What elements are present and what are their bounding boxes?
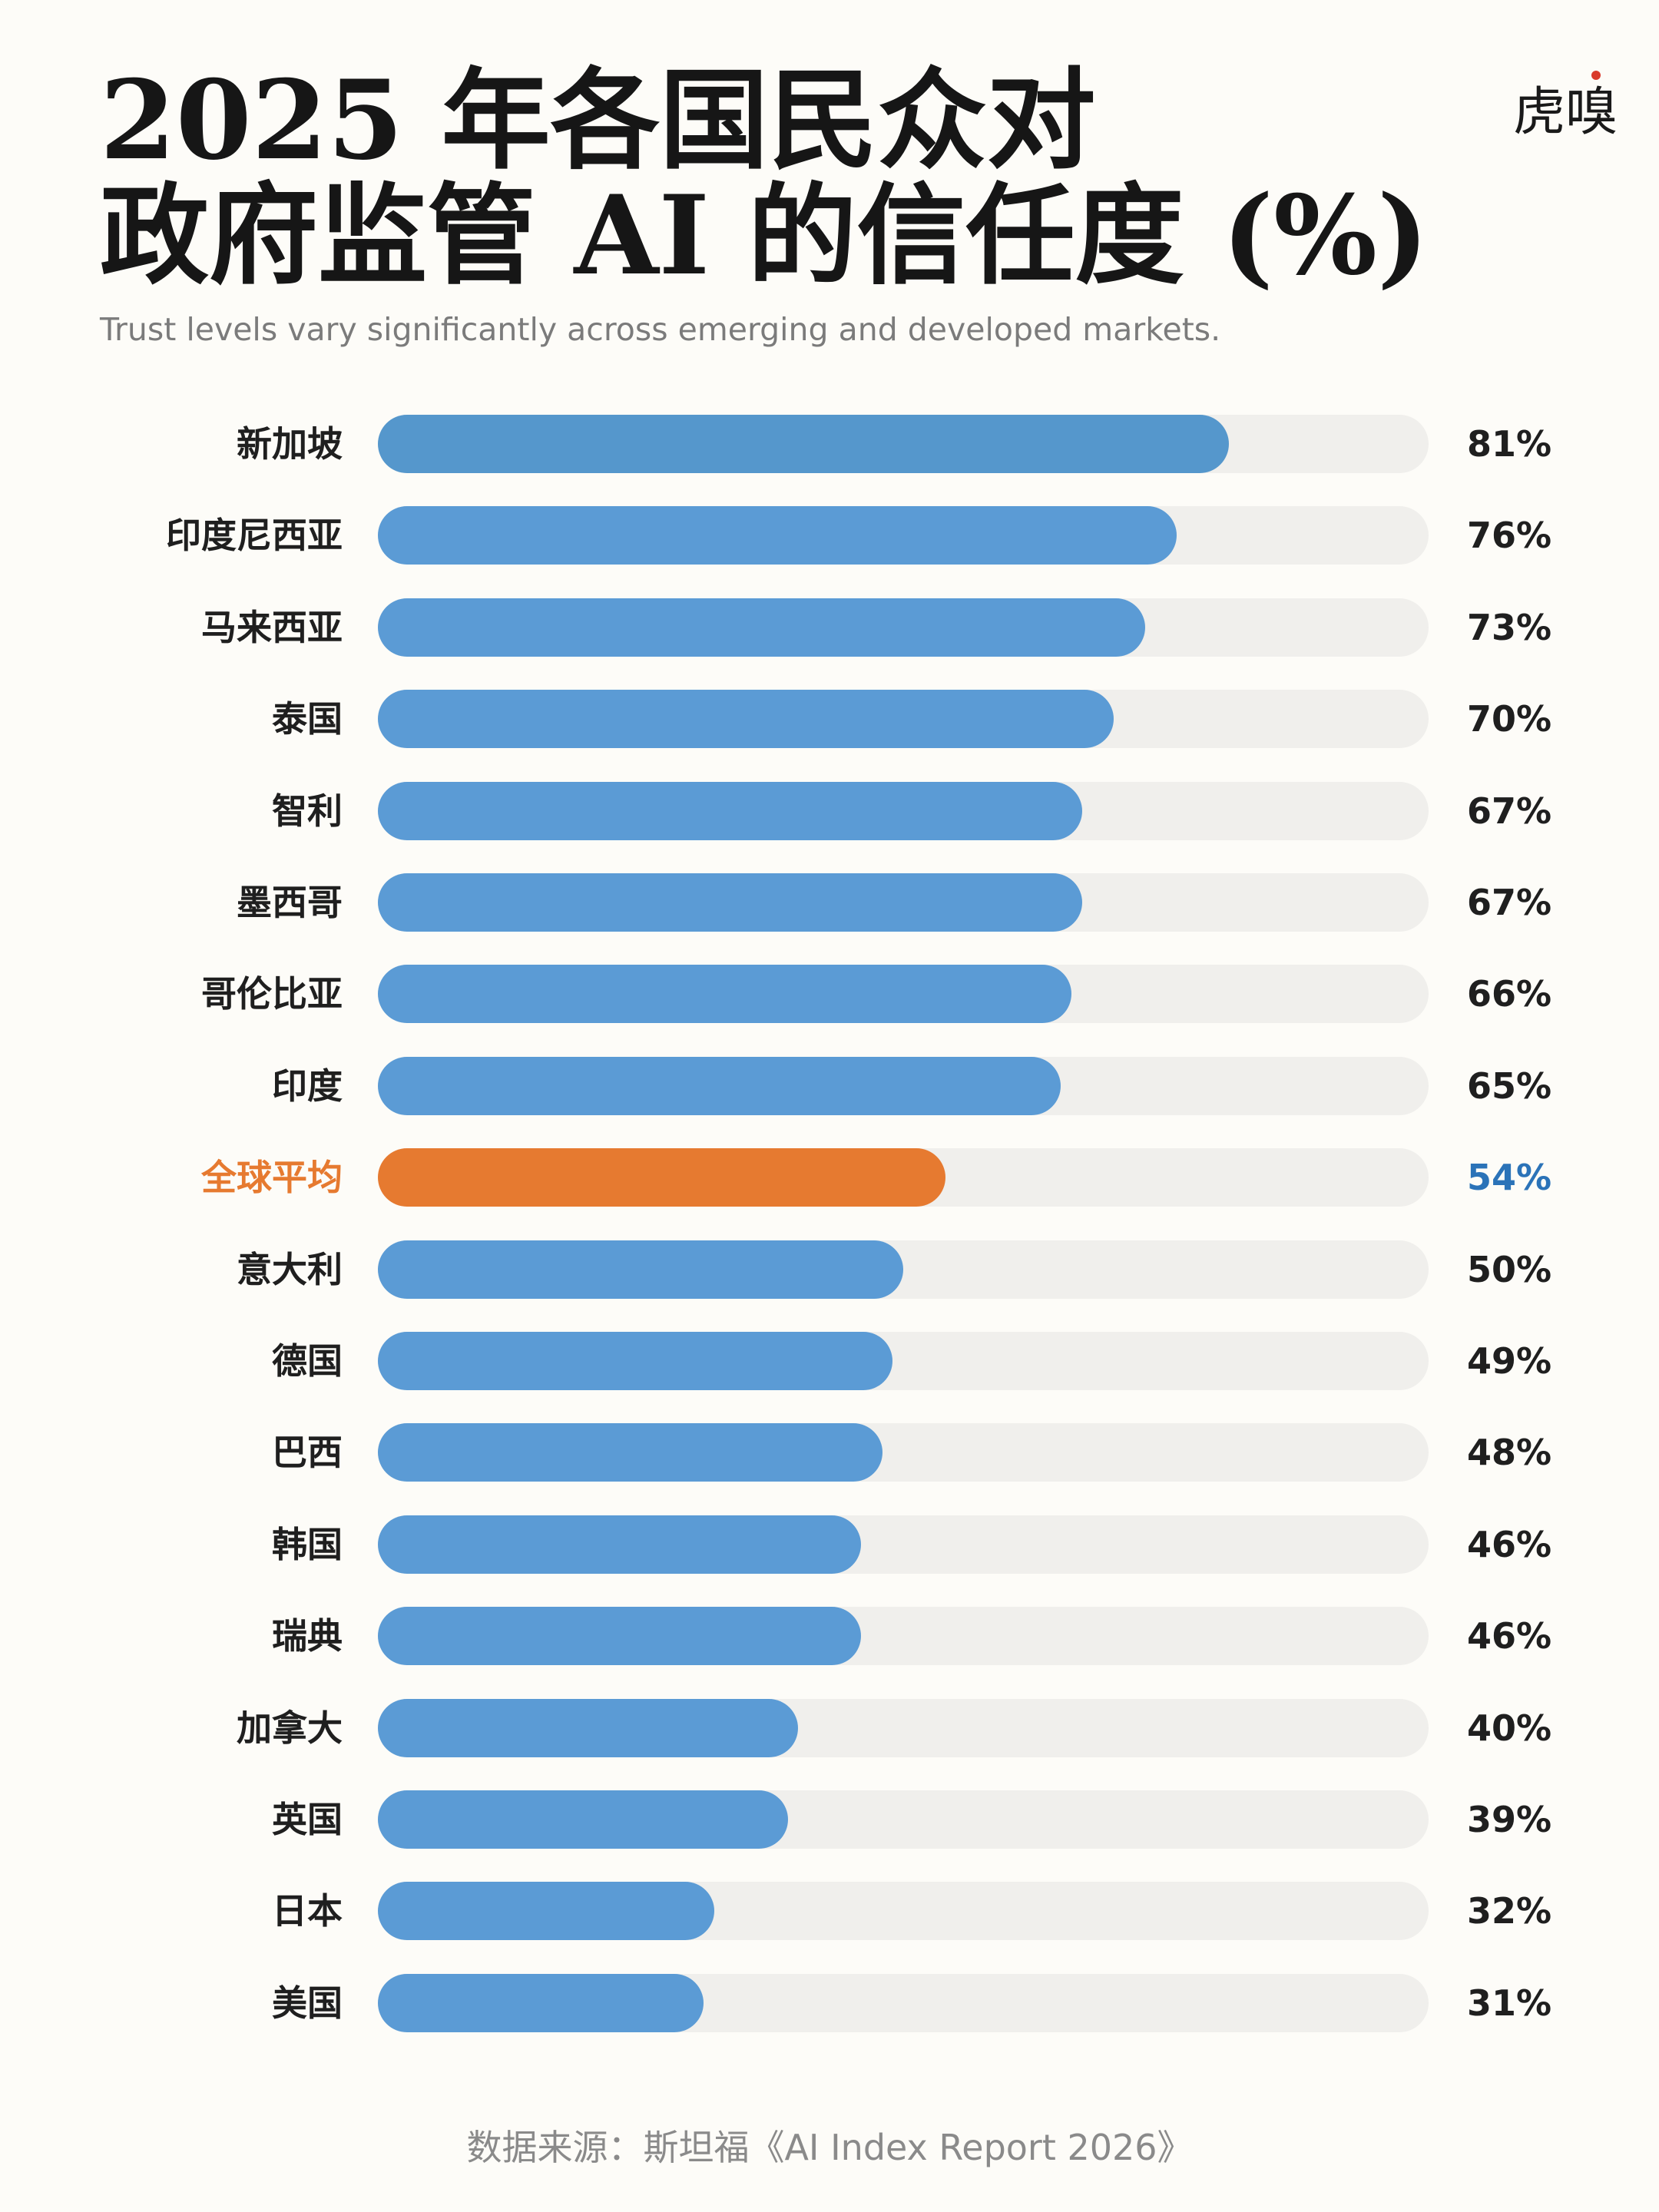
bar	[378, 782, 1082, 840]
value-label: 70%	[1467, 698, 1552, 740]
bar	[378, 1515, 862, 1574]
value-label: 50%	[1467, 1249, 1552, 1290]
bar	[378, 1057, 1061, 1115]
category-label: 马来西亚	[201, 607, 343, 648]
category-label: 日本	[272, 1890, 343, 1932]
value-label: 67%	[1467, 790, 1552, 832]
bar	[378, 1790, 788, 1849]
category-label: 墨西哥	[237, 882, 343, 923]
category-label: 英国	[272, 1799, 343, 1840]
source-note: 数据来源：斯坦福《AI Index Report 2026》	[466, 2127, 1193, 2168]
category-label: 巴西	[272, 1432, 343, 1473]
category-label: 印度	[272, 1065, 343, 1107]
brand-logo-dot	[1591, 71, 1601, 80]
bar	[378, 690, 1114, 748]
category-label: 加拿大	[237, 1707, 343, 1749]
bar	[378, 598, 1145, 657]
bar	[378, 1699, 799, 1757]
value-label: 49%	[1467, 1340, 1552, 1382]
bar	[378, 1423, 882, 1482]
chart-subtitle: Trust levels vary significantly across e…	[100, 311, 1221, 348]
brand-logo: 虎嗅	[1513, 69, 1618, 146]
bar	[378, 1240, 903, 1299]
value-label: 66%	[1467, 973, 1552, 1015]
value-label: 81%	[1467, 423, 1552, 465]
bar	[378, 1332, 893, 1390]
value-label: 39%	[1467, 1799, 1552, 1840]
value-label: 31%	[1467, 1982, 1552, 2024]
value-label: 46%	[1467, 1524, 1552, 1565]
bar	[378, 506, 1177, 565]
category-label: 新加坡	[237, 423, 343, 465]
bar	[378, 873, 1082, 932]
category-label: 韩国	[272, 1524, 343, 1565]
value-label: 32%	[1467, 1890, 1552, 1932]
category-label: 意大利	[237, 1249, 343, 1290]
bar	[378, 1148, 945, 1207]
category-label: 全球平均	[201, 1157, 343, 1198]
value-label: 48%	[1467, 1432, 1552, 1473]
category-label: 智利	[272, 790, 343, 832]
value-label: 54%	[1467, 1157, 1552, 1198]
chart-title-line-1: 2025 年各国民众对	[100, 57, 1096, 184]
category-label: 美国	[272, 1982, 343, 2024]
category-label: 泰国	[272, 698, 343, 740]
bar	[378, 1974, 704, 2032]
value-label: 76%	[1467, 515, 1552, 556]
bar	[378, 1882, 714, 1940]
value-label: 40%	[1467, 1707, 1552, 1749]
value-label: 46%	[1467, 1615, 1552, 1657]
value-label: 65%	[1467, 1065, 1552, 1107]
category-label: 瑞典	[272, 1615, 343, 1657]
chart-title-line-2: 政府监管 AI 的信任度 (%)	[100, 172, 1429, 300]
category-label: 哥伦比亚	[201, 973, 343, 1015]
chart-title: 2025 年各国民众对 政府监管 AI 的信任度 (%)	[100, 57, 1429, 300]
value-label: 67%	[1467, 882, 1552, 923]
category-label: 德国	[272, 1340, 343, 1382]
category-label: 印度尼西亚	[166, 515, 343, 556]
bar	[378, 1607, 862, 1665]
brand-logo-text: 虎嗅	[1513, 82, 1618, 143]
value-label: 73%	[1467, 607, 1552, 648]
bar	[378, 965, 1071, 1023]
bar	[378, 415, 1230, 473]
